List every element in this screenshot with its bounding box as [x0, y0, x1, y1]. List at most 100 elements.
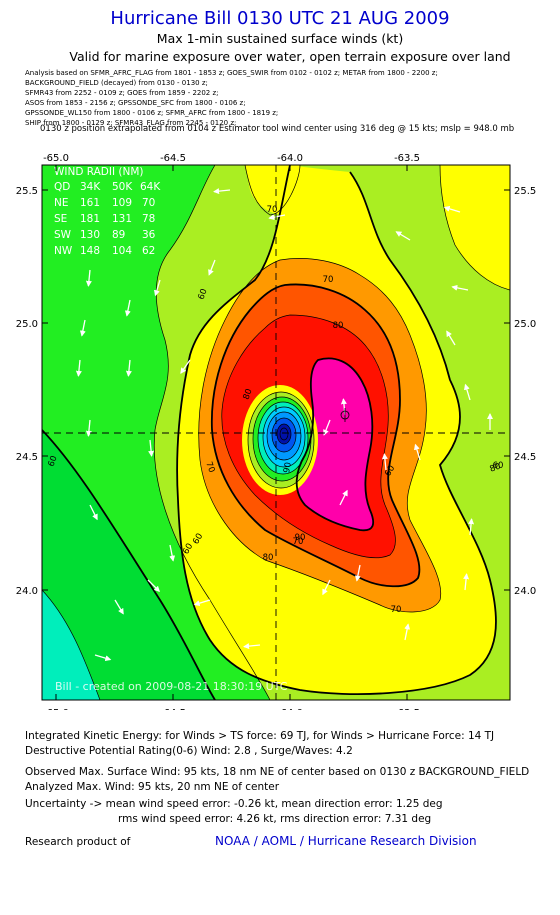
contour-label: 70 [203, 461, 216, 475]
analyzed-max-text: Analyzed Max. Wind: 95 kts, 20 nm NE of … [25, 781, 280, 793]
research-product-label: Research product of [25, 836, 131, 848]
field-yellow-east [440, 165, 510, 290]
contour-label: 60 [181, 542, 195, 556]
wind-arrow [125, 359, 132, 377]
contour-label: 90 [295, 533, 306, 543]
latitude-labels-left: 25.5 25.0 24.5 24.0 [16, 186, 38, 597]
wind-arrow [147, 579, 161, 593]
lon-label: -64.0 [277, 153, 303, 164]
contour-label: 60 [191, 532, 205, 546]
wind-arrow [148, 439, 155, 457]
map-frame [41, 164, 511, 701]
wind-arrow [443, 205, 461, 213]
wind-arrow [169, 544, 176, 562]
wind-arrow [89, 504, 98, 521]
contour-label: 60 [493, 461, 504, 471]
contour-label: 60 [47, 455, 60, 469]
lon-label: -63.5 [394, 153, 420, 164]
lat-label: 25.0 [514, 319, 536, 330]
longitude-labels-bottom: -65.0 -64.5 -64.0 -63.5 [43, 708, 420, 710]
contour-label: 80 [263, 553, 274, 563]
contour-label: 60 [383, 464, 397, 478]
subtitle: Max 1-min sustained surface winds (kt) [156, 31, 404, 46]
observed-max-text: Observed Max. Surface Wind: 95 kts, 18 n… [25, 766, 530, 778]
lat-label: 25.0 [16, 319, 38, 330]
wind-arrow [451, 284, 469, 291]
lon-label: -65.0 [43, 708, 69, 710]
wind-arrow [208, 259, 216, 276]
contour-label: 70 [267, 205, 278, 215]
wind-arrow [354, 564, 361, 582]
wind-arrow [213, 188, 231, 195]
wind-arrow [446, 330, 456, 346]
wind-arrow [468, 518, 475, 536]
dpr-text: Destructive Potential Rating(0-6) Wind: … [25, 745, 353, 757]
wind-arrow [85, 269, 92, 287]
creation-watermark: Bill - created on 2009-08-21 18:30:19 UT… [55, 680, 288, 693]
wind-arrow [124, 299, 131, 317]
wind-arrow [413, 443, 421, 461]
lat-label: 24.0 [16, 586, 38, 597]
field-teal-corner [42, 590, 100, 700]
wind-radii-header: QD 34K 50K 64K [54, 181, 161, 193]
wind-arrow [395, 231, 411, 241]
analysis-sources: Analysis based on SFMR_AFRC_FLAG from 18… [25, 68, 545, 129]
wind-arrow [75, 359, 82, 377]
latitude-labels-right: 25.5 25.0 24.5 24.0 [514, 186, 536, 597]
wind-vectors [75, 188, 493, 662]
hrd-link[interactable]: NOAA / AOML / Hurricane Research Divisio… [215, 834, 477, 848]
wind-arrow [404, 623, 411, 641]
analysis-line: BACKGROUND_FIELD (decayed) from 0130 - 0… [25, 79, 208, 88]
wind-arrow [193, 599, 211, 607]
contour-label: 80 [489, 462, 503, 475]
wind-arrow [323, 419, 331, 436]
wind-arrow [339, 489, 348, 506]
wind-arrow [94, 654, 112, 662]
lat-label: 24.5 [16, 452, 38, 463]
contour-label: 70 [391, 605, 402, 615]
uncertainty-text: Uncertainty -> mean wind speed error: -0… [25, 798, 443, 810]
wind-arrow [85, 419, 92, 437]
lon-label: -64.5 [160, 153, 186, 164]
contour-label: 60 [197, 288, 210, 302]
eye-contours [247, 391, 315, 489]
wind-arrow [114, 599, 124, 615]
wind-radii-table: WIND RADII (NM) QD 34K 50K 64K NE 161 10… [54, 166, 161, 257]
lon-label: -63.5 [394, 708, 420, 710]
axis-ticks [42, 165, 510, 700]
eye-core [277, 424, 291, 444]
wind-arrow [381, 453, 388, 471]
wind-arrow [268, 214, 286, 221]
uncertainty-rms-text: rms wind speed error: 4.26 kt, rms direc… [118, 813, 432, 825]
longitude-labels-top: -65.0 -64.5 -64.0 -63.5 [43, 153, 420, 164]
lat-label: 24.5 [514, 452, 536, 463]
analysis-line: Analysis based on SFMR_AFRC_FLAG from 18… [25, 69, 438, 77]
contour-label: 70 [293, 537, 304, 547]
lon-label: -64.0 [277, 708, 303, 710]
analysis-line: SFMR43 from 2252 - 0109 z; GOES from 185… [25, 89, 219, 98]
page-title: Hurricane Bill 0130 UTC 21 AUG 2009 [110, 8, 450, 29]
field-green-dark [42, 430, 215, 700]
wind-arrow [153, 279, 161, 297]
wind-arrow [463, 573, 470, 591]
lat-label: 25.5 [16, 186, 38, 197]
wind-arrow [463, 383, 471, 401]
max-wind-marker [340, 408, 350, 422]
wind-radii-row: NW 148 104 62 [54, 245, 155, 257]
contour-label: 90 [282, 461, 294, 473]
contour-label: 70 [323, 275, 334, 285]
analysis-line: ASOS from 1853 - 2156 z; GPSSONDE_SFC fr… [25, 99, 246, 108]
ike-text: Integrated Kinetic Energy: for Winds > T… [25, 730, 495, 742]
position-note: 0130 z position extrapolated from 0104 z… [40, 124, 515, 134]
wind-arrow [180, 359, 191, 374]
wind-arrow [322, 579, 331, 596]
wind-radii-row: SE 181 131 78 [54, 213, 155, 225]
lat-label: 25.5 [514, 186, 536, 197]
wind-radii-row: NE 161 109 70 [54, 197, 155, 209]
validity-note: Valid for marine exposure over water, op… [69, 49, 511, 64]
contour-label: 80 [242, 388, 255, 402]
field-magenta [296, 358, 374, 531]
